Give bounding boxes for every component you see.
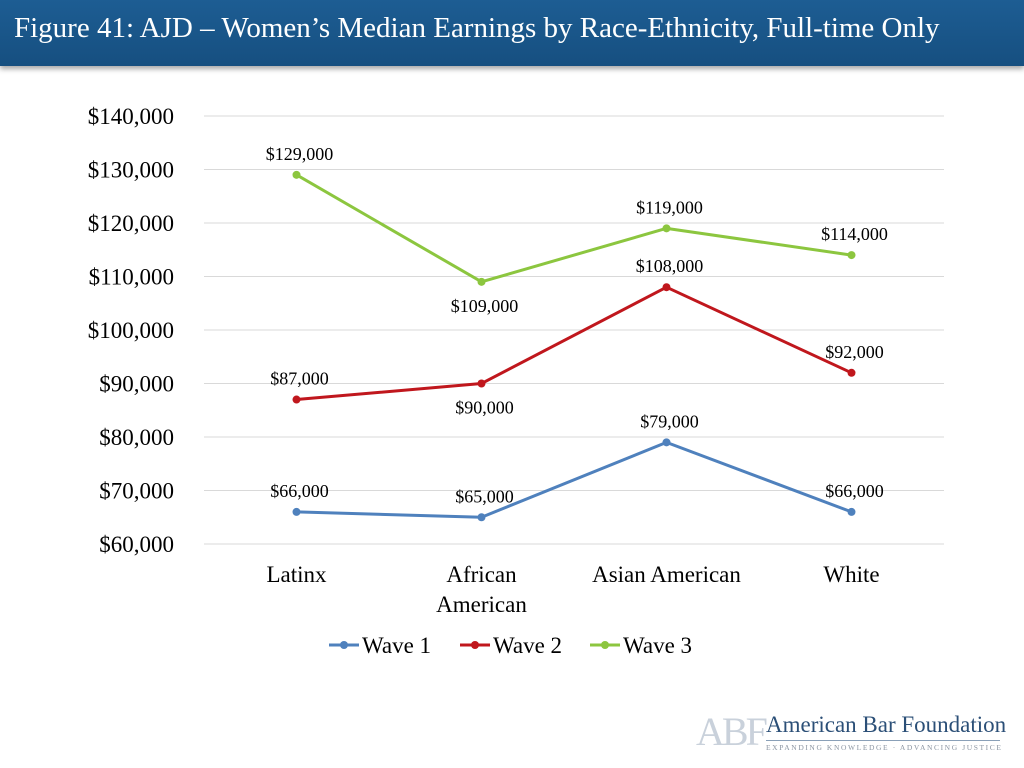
legend: Wave 1 Wave 2 Wave 3 [329,633,692,658]
x-axis-ticks: Latinx African American Asian American White [266,562,879,617]
data-label: $66,000 [825,481,884,501]
title-bar: Figure 41: AJD – Women’s Median Earnings… [0,0,1024,66]
abf-logo: ABF American Bar Foundation EXPANDING KN… [696,709,1007,754]
data-label: $108,000 [636,256,704,276]
data-label: $114,000 [821,224,888,244]
legend-marker-wave-3 [601,641,609,649]
data-point-wave-3 [292,170,301,179]
x-tick-label: American [436,592,527,617]
y-tick-label: $110,000 [89,265,174,290]
y-axis-ticks: $60,000 $70,000 $80,000 $90,000 $100,000 $110… [88,104,174,557]
data-point-wave-2 [477,379,486,388]
x-tick-label: Asian American [592,562,741,587]
y-tick-label: $80,000 [99,425,174,450]
data-label: $90,000 [455,398,514,418]
data-point-wave-2 [292,395,301,404]
data-label: $129,000 [266,144,334,164]
logo-name: American Bar Foundation [766,712,1007,737]
data-label: $92,000 [825,342,884,362]
series-line-wave-1 [296,440,853,519]
legend-label-wave-3: Wave 3 [623,633,692,658]
series-lines [292,170,856,522]
data-point-wave-2 [662,283,671,292]
data-point-wave-1 [292,507,301,516]
data-label: $119,000 [636,197,703,217]
x-tick-label: Latinx [266,562,327,587]
y-tick-label: $130,000 [88,158,174,183]
x-tick-label: White [823,562,879,587]
data-point-wave-3 [662,224,671,233]
legend-marker-wave-1 [340,641,348,649]
data-label: $79,000 [640,411,699,431]
y-tick-label: $90,000 [99,372,174,397]
data-label: $66,000 [270,481,329,501]
data-point-wave-1 [477,513,486,522]
data-label: $87,000 [270,369,329,389]
y-tick-label: $140,000 [88,104,174,129]
series-line-wave-3 [295,173,852,284]
data-label: $65,000 [455,486,514,506]
data-labels: $66,000 $65,000 $79,000 $66,000 $87,000 $90,0… [266,144,888,506]
logo-tagline: EXPANDING KNOWLEDGE · ADVANCING JUSTICE [766,743,1003,752]
data-point-wave-1 [847,507,856,516]
legend-label-wave-1: Wave 1 [362,633,431,658]
data-point-wave-3 [477,277,486,286]
x-tick-label: African [446,562,517,587]
y-tick-label: $70,000 [99,479,174,504]
legend-label-wave-2: Wave 2 [493,633,562,658]
y-tick-label: $120,000 [88,211,174,236]
data-label: $109,000 [451,296,519,316]
legend-marker-wave-2 [471,641,479,649]
page-title: Figure 41: AJD – Women’s Median Earnings… [14,12,940,44]
y-tick-label: $60,000 [99,532,174,557]
data-point-wave-2 [847,368,856,377]
gridlines [204,115,944,545]
logo-divider [766,740,1000,741]
data-point-wave-3 [847,251,856,260]
series-line-wave-2 [296,285,853,402]
logo-initials: ABF [696,709,768,754]
data-point-wave-1 [662,438,671,447]
y-tick-label: $100,000 [88,318,174,343]
